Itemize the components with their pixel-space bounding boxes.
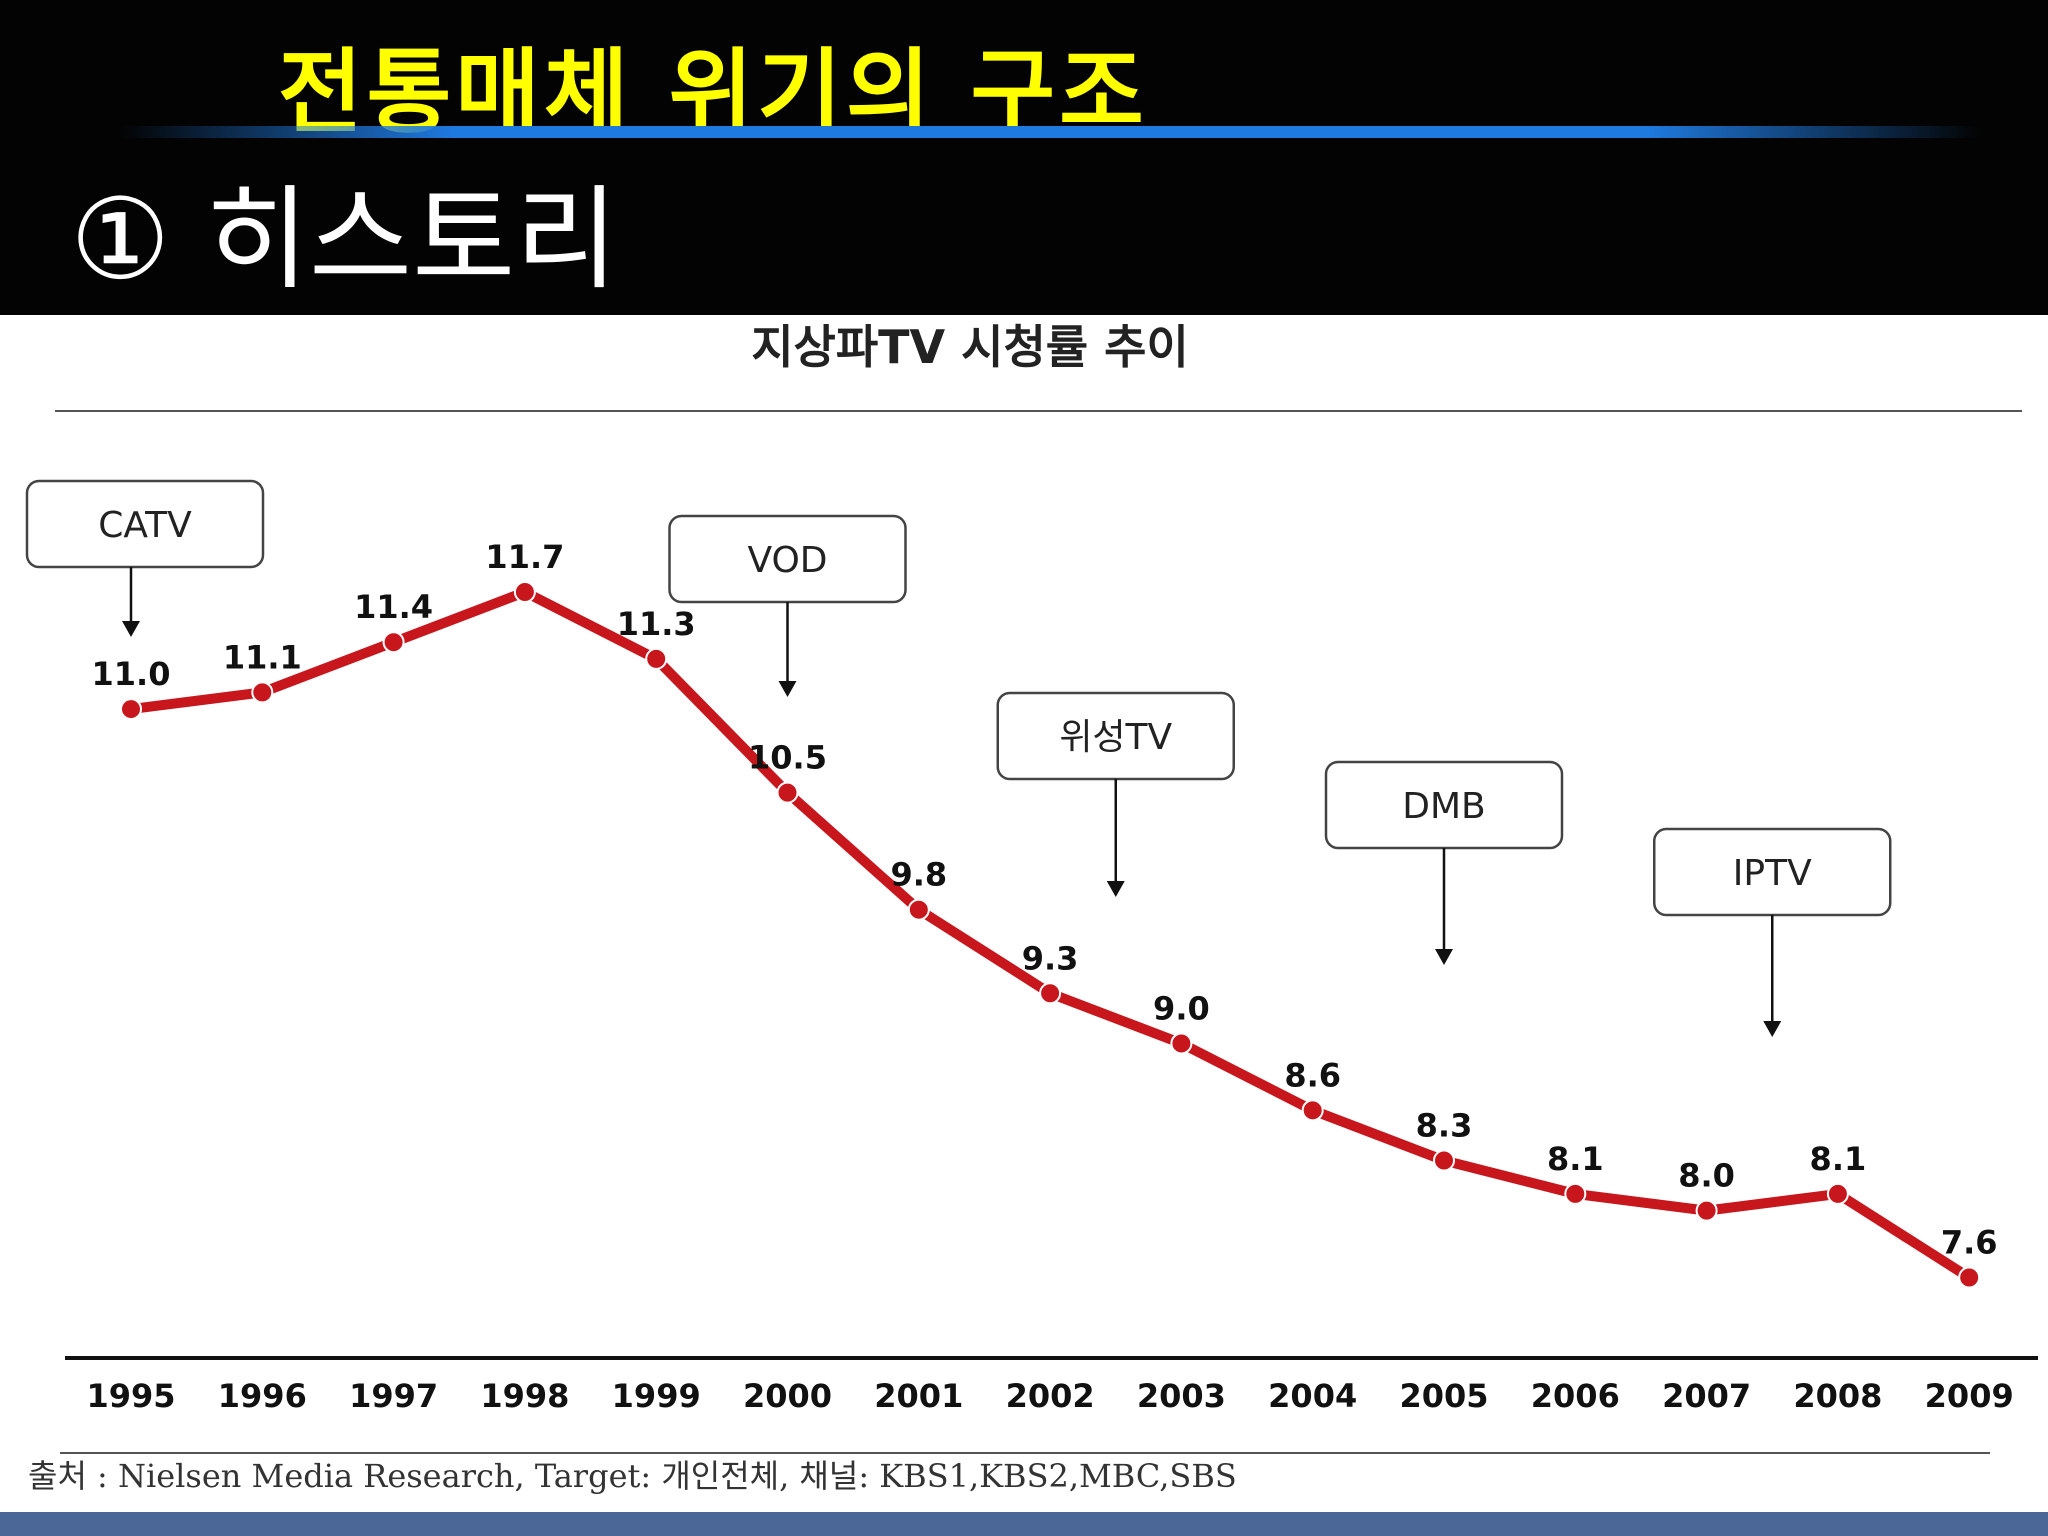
x-tick-label: 1996: [218, 1377, 307, 1415]
x-tick-label: 1999: [612, 1377, 701, 1415]
data-label: 11.0: [92, 655, 171, 693]
annotation-arrowhead: [1435, 949, 1453, 965]
data-label: 11.1: [223, 638, 302, 676]
data-point: [382, 631, 405, 654]
section-title: ① 히스토리: [70, 175, 619, 305]
annotation-label: IPTV: [1733, 853, 1812, 894]
data-point: [1170, 1032, 1193, 1055]
data-point: [907, 898, 930, 921]
annotation-arrowhead: [778, 681, 797, 697]
annotation-arrowhead: [1106, 881, 1125, 897]
data-label: 8.0: [1678, 1157, 1735, 1195]
footer-bar: [0, 1512, 2048, 1536]
x-tick-label: 2008: [1793, 1377, 1882, 1415]
x-tick-label: 2006: [1531, 1377, 1620, 1415]
x-tick-label: 2004: [1268, 1377, 1357, 1415]
data-label: 11.3: [617, 605, 696, 643]
data-point: [1301, 1099, 1324, 1122]
annotation-box: [25, 479, 265, 569]
data-point: [513, 581, 536, 604]
x-tick-label: 2000: [743, 1377, 832, 1415]
data-label: 8.3: [1416, 1106, 1473, 1144]
x-tick-label: 2002: [1006, 1377, 1095, 1415]
data-label: 8.1: [1547, 1140, 1604, 1178]
chart-title: 지상파TV 시청률 추이: [751, 320, 1189, 374]
data-label: 11.4: [354, 588, 433, 626]
slide-header: 전통매체 위기의 구조 ① 히스토리: [0, 0, 2048, 315]
annotation-arrowhead: [122, 621, 140, 637]
annotation-label: VOD: [747, 540, 827, 581]
data-label: 8.6: [1284, 1056, 1341, 1094]
data-point: [1826, 1182, 1849, 1205]
x-tick-label: 2003: [1137, 1377, 1226, 1415]
data-label: 7.6: [1941, 1224, 1998, 1262]
source-note: 출처 : Nielsen Media Research, Target: 개인전…: [28, 1457, 1237, 1495]
data-point: [120, 698, 142, 721]
x-tick-label: 1998: [480, 1377, 569, 1415]
x-tick-labels: 1995 1996 1997 1998 1999 2000 2001 2002 2003 2004…: [86, 1377, 2013, 1415]
line-chart: 지상파TV 시청률 추이 CATV VOD 위성TV DMB IPTV 11.0 11.1…: [25, 320, 2038, 1495]
data-label: 8.1: [1810, 1140, 1867, 1178]
data-point: [776, 781, 799, 804]
data-point: [251, 681, 274, 704]
data-label: 11.7: [485, 538, 564, 576]
title-divider: [120, 126, 1980, 138]
x-tick-label: 2005: [1399, 1377, 1488, 1415]
data-point: [1039, 982, 1062, 1005]
x-tick-label: 2007: [1662, 1377, 1751, 1415]
x-tick-label: 2009: [1925, 1377, 2014, 1415]
event-annotations: CATV VOD 위성TV DMB IPTV: [25, 479, 1892, 1037]
data-label: 9.0: [1153, 989, 1210, 1027]
data-label: 9.3: [1022, 939, 1079, 977]
annotation-label: 위성TV: [1059, 717, 1172, 758]
data-point: [1958, 1266, 1981, 1289]
data-point: [1695, 1199, 1718, 1222]
data-label: 10.5: [748, 739, 827, 777]
data-point: [1564, 1182, 1587, 1205]
data-point: [1433, 1149, 1455, 1172]
annotation-arrowhead: [1763, 1021, 1782, 1037]
data-point: [645, 647, 668, 670]
annotation-label: CATV: [98, 505, 192, 546]
series-group: 11.0 11.1 11.4 11.7 11.3 10.5 9.8 9.3 9.0 8.6 8.3 8…: [92, 538, 1998, 1289]
x-tick-label: 1997: [349, 1377, 438, 1415]
data-label: 9.8: [890, 856, 947, 894]
x-tick-label: 2001: [874, 1377, 963, 1415]
annotation-label: DMB: [1402, 786, 1485, 827]
x-tick-label: 1995: [86, 1377, 175, 1415]
